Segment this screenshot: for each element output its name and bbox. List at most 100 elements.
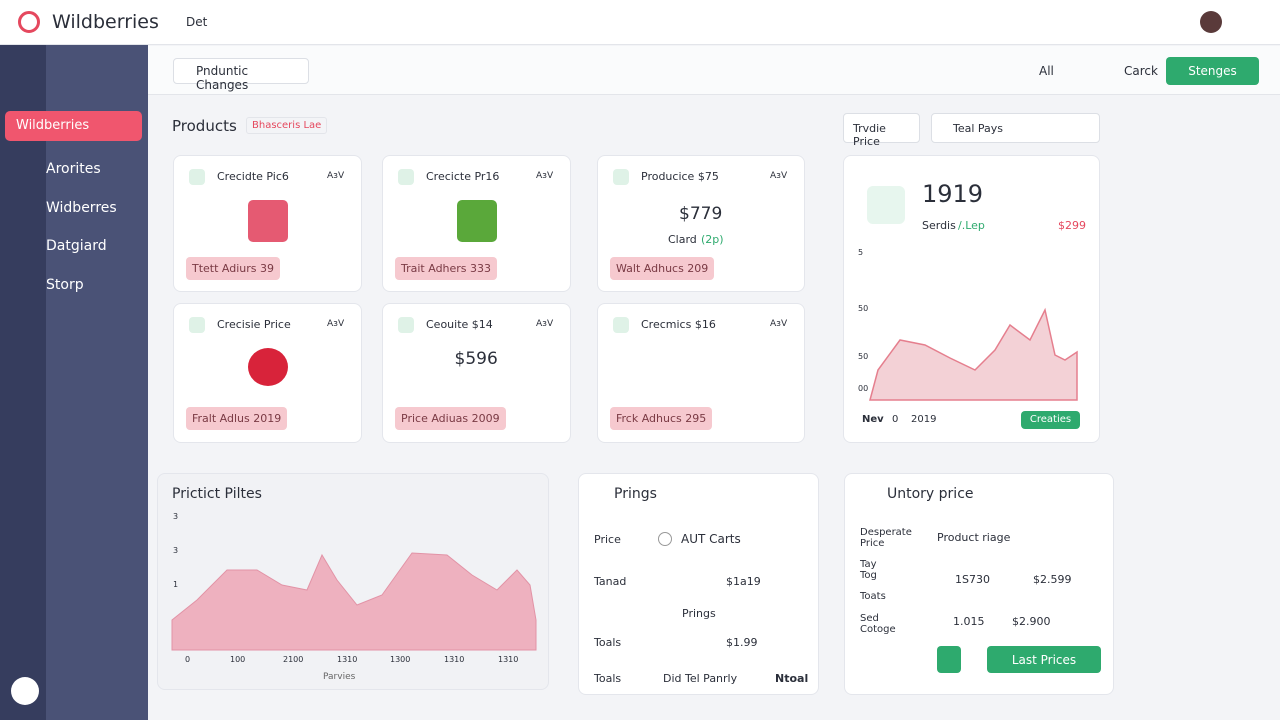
row-option: AUT Carts [681,532,741,546]
radio[interactable] [658,532,672,546]
sidebar-item[interactable]: Datgiard [46,238,107,254]
x-label: 2019 [911,414,937,425]
sidebar-item[interactable]: Arorites [46,161,101,177]
card-tag: AɜV [770,319,788,329]
x-label: Nev [862,414,884,425]
x-label: 0 [892,414,899,425]
logo [18,11,40,33]
row-label: Desperate Price [860,527,912,549]
card-icon [613,317,629,333]
card-icon [398,317,414,333]
avatar[interactable] [1200,11,1222,33]
y-label: 50 [858,304,869,313]
y-label: 3 [173,512,179,521]
stats-button[interactable]: Creaties [1021,411,1080,429]
card-icon [189,317,205,333]
option[interactable]: 1S730 [955,573,990,586]
last-prices-button[interactable]: Last Prices [987,646,1101,673]
footer-item: Toals [594,672,622,685]
area [171,552,537,651]
card-price: $779 [679,204,723,224]
x-label: 0 [185,655,191,664]
row-label: Tay Tog [860,559,877,581]
card-title: Crecicte Pr16 [426,170,500,183]
y-label: 50 [858,352,869,361]
card-footer: Price Adiuas 2009 [395,407,506,430]
card-tag: AɜV [536,319,554,329]
card-title: Prictict Piltes [172,486,262,502]
sidebar-active[interactable]: Wildberries [5,111,142,141]
row-label: Price [594,533,621,546]
card-tag: AɜV [536,171,554,181]
filter[interactable]: Trvdie Price [843,113,920,148]
card-title: Producice $75 [641,170,719,183]
stats-label-note: /.Lep [958,219,985,232]
card-title: Ceouite $14 [426,318,493,331]
lock-filter[interactable]: All [1039,64,1054,78]
card-icon [189,169,205,185]
badge: Bhasceris Lae [246,117,328,134]
card-tag: AɜV [770,171,788,181]
x-label: 1310 [444,655,465,664]
card-title: Prings [614,486,657,502]
nav-link[interactable]: Det [186,15,208,29]
tag-button[interactable]: Pnduntic Changes [173,58,309,92]
option[interactable]: $2.900 [1012,615,1051,628]
row-label: Prings [682,607,716,620]
option[interactable]: $2.599 [1033,573,1072,586]
sidebar-rail [0,45,46,720]
card-icon [398,169,414,185]
stats-area [869,307,1078,401]
sidebar-item[interactable]: Widberres [46,200,117,216]
card-tag: AɜV [327,319,345,329]
x-title: Parvies [323,672,356,682]
card-price: $596 [454,349,498,369]
row-amount: $1a19 [726,575,761,588]
card-title: Crecisie Price [217,318,291,331]
card-title: Crecidte Pic6 [217,170,289,183]
card-footer: Trait Adhers 333 [395,257,498,280]
option[interactable]: 1.015 [953,615,985,628]
header [0,0,1280,45]
stats-amount: $299 [1058,219,1086,232]
product-image [247,348,288,386]
row-amount: $1.99 [726,636,758,649]
footer-item[interactable]: Did Tel Panrly [663,672,738,685]
x-label: 2100 [283,655,304,664]
card-tag: AɜV [327,171,345,181]
card-sub: Clard [668,233,697,246]
row-label: Toals [594,636,622,649]
section-title: Products [172,117,237,135]
sidebar-item[interactable]: Storp [46,277,84,293]
x-label: 1310 [337,655,358,664]
card-footer: Fralt Adlus 2019 [186,407,288,430]
pricing-card [578,473,819,695]
card-title: Untory price [887,486,974,502]
card-title: Crecmics $16 [641,318,716,331]
dropdown[interactable]: Product riage [937,531,1011,544]
row-label: Toats [860,591,886,602]
stats-label: Serdis [922,219,956,232]
card-footer: Ttett Adiurs 39 [186,257,281,280]
toolbar [148,46,1280,95]
card-icon [613,169,629,185]
stats-icon [867,186,905,224]
y-label: 1 [173,580,179,589]
search-link[interactable]: Carck [1124,64,1158,78]
trend-area [171,552,537,651]
card-footer: Frck Adhucs 295 [610,407,713,430]
dropdown[interactable]: Teal Pays [931,113,1100,143]
y-label: 00 [858,384,869,393]
menu-button[interactable] [11,677,39,705]
brand[interactable]: Wildberries [52,11,159,33]
row-label: Tanad [594,575,627,588]
footer-item[interactable]: Ntoal [775,672,809,685]
primary-button[interactable]: Stenges [1166,57,1259,85]
y-label: 5 [858,248,864,257]
back-button[interactable] [937,646,961,673]
product-image [456,200,497,242]
row-label: Sed Cotoge [860,613,896,635]
x-label: 100 [230,655,246,664]
y-label: 3 [173,546,179,555]
